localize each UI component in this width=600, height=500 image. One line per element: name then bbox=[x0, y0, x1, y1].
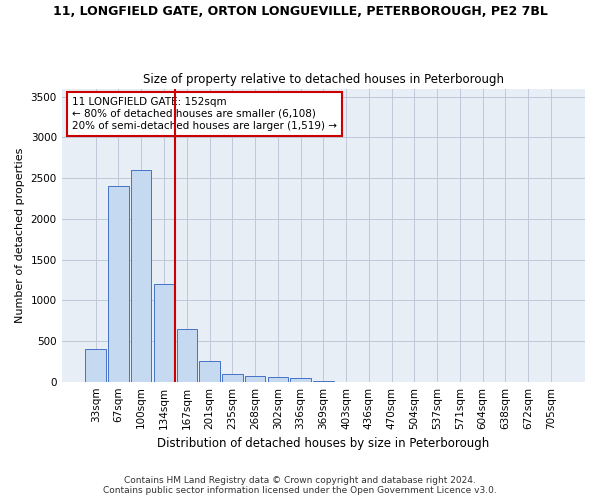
Bar bbox=[245, 376, 265, 382]
Bar bbox=[131, 170, 151, 382]
Y-axis label: Number of detached properties: Number of detached properties bbox=[15, 148, 25, 323]
Bar bbox=[108, 186, 129, 382]
Bar bbox=[199, 362, 220, 382]
X-axis label: Distribution of detached houses by size in Peterborough: Distribution of detached houses by size … bbox=[157, 437, 490, 450]
Bar bbox=[85, 349, 106, 382]
Bar bbox=[290, 378, 311, 382]
Title: Size of property relative to detached houses in Peterborough: Size of property relative to detached ho… bbox=[143, 73, 504, 86]
Bar bbox=[176, 329, 197, 382]
Bar bbox=[268, 377, 288, 382]
Text: 11, LONGFIELD GATE, ORTON LONGUEVILLE, PETERBOROUGH, PE2 7BL: 11, LONGFIELD GATE, ORTON LONGUEVILLE, P… bbox=[53, 5, 547, 18]
Text: Contains HM Land Registry data © Crown copyright and database right 2024.
Contai: Contains HM Land Registry data © Crown c… bbox=[103, 476, 497, 495]
Bar bbox=[154, 284, 174, 382]
Text: 11 LONGFIELD GATE: 152sqm
← 80% of detached houses are smaller (6,108)
20% of se: 11 LONGFIELD GATE: 152sqm ← 80% of detac… bbox=[72, 98, 337, 130]
Bar bbox=[222, 374, 242, 382]
